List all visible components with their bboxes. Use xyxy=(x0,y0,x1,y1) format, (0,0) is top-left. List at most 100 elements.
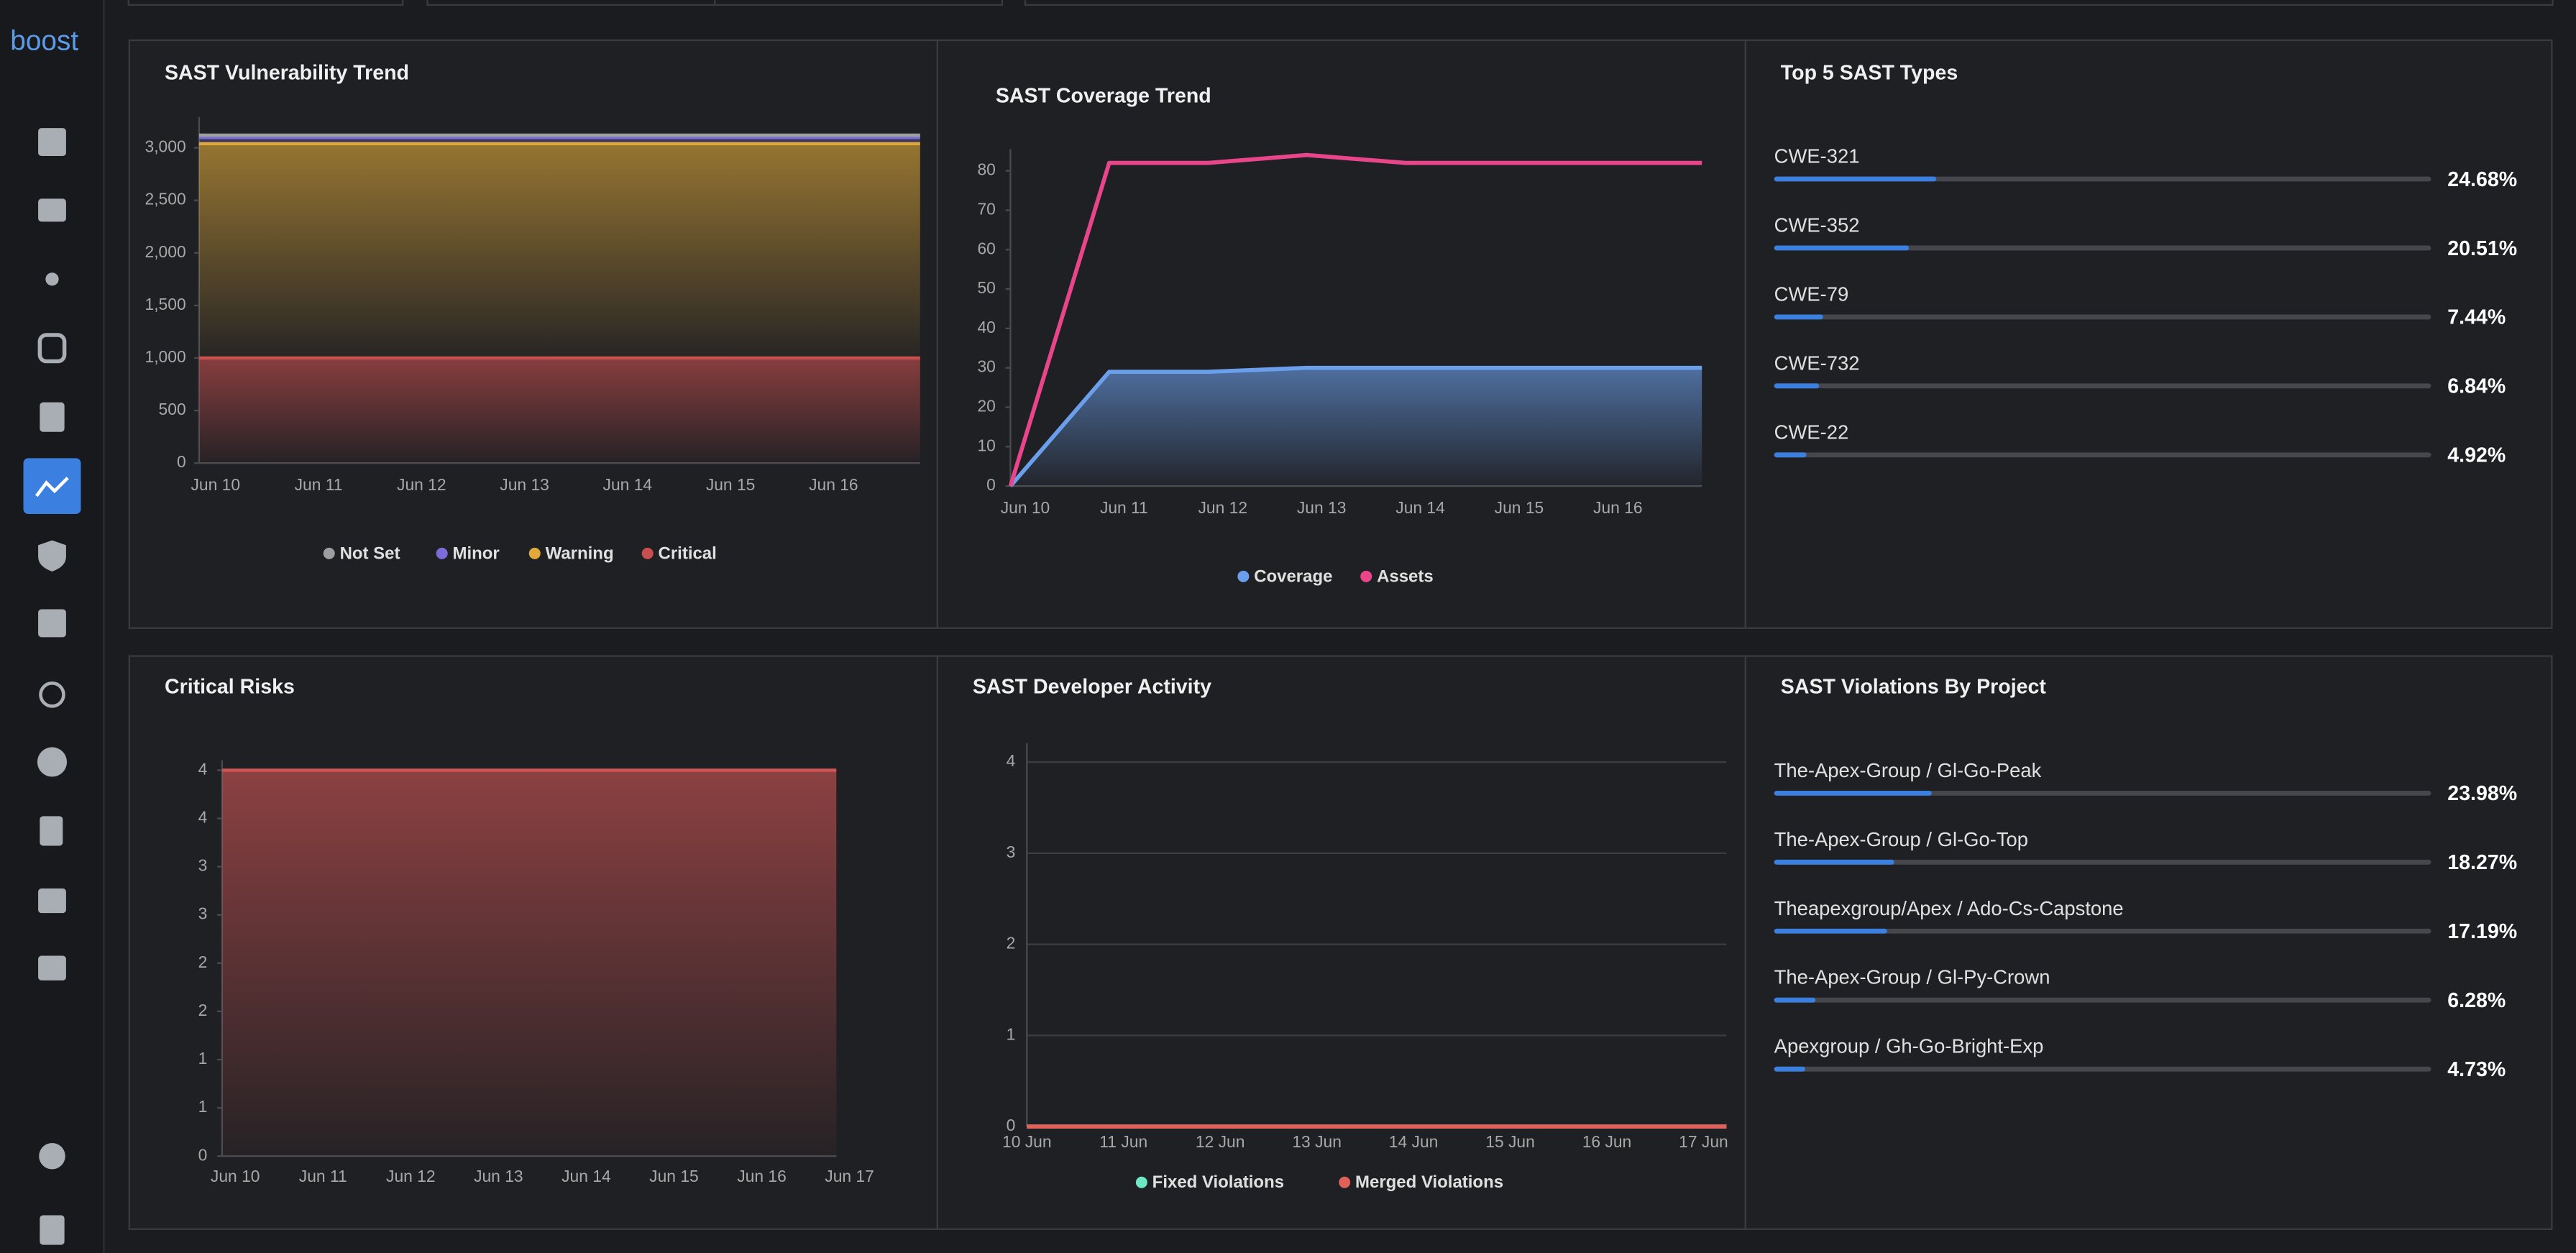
x-tick-label: Jun 14 xyxy=(1395,498,1445,517)
nav-tasks[interactable] xyxy=(40,402,65,432)
item-label: CWE-321 xyxy=(1774,145,1860,167)
item-value: 6.84% xyxy=(2447,375,2506,398)
y-tick-label: 4 xyxy=(198,759,208,778)
nav-icons xyxy=(23,128,81,1245)
x-tick-label: Jun 12 xyxy=(386,1167,436,1185)
y-tick-label: 500 xyxy=(159,400,186,418)
x-tick-label: 11 Jun xyxy=(1099,1132,1147,1151)
nav-settings[interactable] xyxy=(39,1142,65,1170)
item-label: CWE-22 xyxy=(1774,421,1849,443)
y-tick-label: 3,000 xyxy=(145,137,186,156)
chart-title: SAST Coverage Trend xyxy=(996,84,1211,107)
item-label: CWE-352 xyxy=(1774,214,1860,236)
nav-packages[interactable] xyxy=(38,609,66,638)
y-tick-label: 1 xyxy=(198,1049,208,1068)
legend-marker xyxy=(1339,1176,1351,1188)
item-label: CWE-732 xyxy=(1774,352,1860,374)
progress-bar xyxy=(1774,176,1937,182)
x-tick-label: Jun 10 xyxy=(191,475,241,494)
y-tick-label: 0 xyxy=(1007,1116,1016,1134)
y-tick-label: 50 xyxy=(977,278,995,297)
nav-security[interactable] xyxy=(38,540,66,572)
x-tick-label: Jun 11 xyxy=(295,475,343,494)
legend-label: Minor xyxy=(453,543,500,563)
item-value: 23.98% xyxy=(2447,782,2517,805)
item-value: 20.51% xyxy=(2447,237,2517,260)
nav-archive[interactable] xyxy=(38,888,66,914)
chart-title: SAST Developer Activity xyxy=(973,676,1211,699)
x-tick-label: Jun 10 xyxy=(1001,498,1050,517)
nav-dashboard[interactable] xyxy=(38,128,66,157)
progress-bar xyxy=(1774,1066,1805,1072)
progress-bar xyxy=(1774,790,1932,796)
x-tick-label: 10 Jun xyxy=(1002,1132,1052,1151)
y-tick-label: 0 xyxy=(177,452,186,471)
line xyxy=(1009,365,1702,488)
y-tick-label: 3 xyxy=(198,856,208,875)
nav-docs[interactable] xyxy=(38,955,66,981)
x-tick-label: Jun 15 xyxy=(649,1167,699,1185)
legend-marker xyxy=(323,547,335,559)
nav-links[interactable] xyxy=(37,333,67,364)
progress-track xyxy=(1774,314,2431,320)
nav-reports[interactable] xyxy=(40,816,63,846)
progress-track xyxy=(1774,176,2431,182)
item-value: 7.44% xyxy=(2447,306,2506,329)
area xyxy=(198,358,920,464)
y-tick-label: 1 xyxy=(198,1097,208,1116)
x-tick-label: Jun 16 xyxy=(809,475,858,494)
nav-insights-active[interactable] xyxy=(23,458,81,515)
x-tick-label: 13 Jun xyxy=(1292,1132,1342,1151)
top-filters xyxy=(127,0,2554,6)
progress-track xyxy=(1774,790,2431,796)
y-tick-label: 1,500 xyxy=(145,295,186,313)
nav-signals[interactable] xyxy=(45,272,59,286)
progress-track xyxy=(1774,383,2431,389)
progress-track xyxy=(1774,452,2431,458)
item-value: 17.19% xyxy=(2447,920,2517,943)
line xyxy=(1008,152,1702,487)
area xyxy=(1010,367,1702,487)
progress-track xyxy=(1774,928,2431,934)
y-tick-label: 60 xyxy=(977,239,995,257)
legend-label: Merged Violations xyxy=(1355,1172,1503,1192)
legend-label: Assets xyxy=(1377,566,1434,586)
y-tick-label: 10 xyxy=(977,436,995,454)
y-tick-label: 30 xyxy=(977,357,995,376)
x-tick-label: Jun 15 xyxy=(706,475,756,494)
y-tick-label: 70 xyxy=(977,199,995,218)
y-tick-label: 20 xyxy=(977,397,995,416)
x-tick-label: 12 Jun xyxy=(1196,1132,1245,1151)
legend-label: Fixed Violations xyxy=(1152,1172,1284,1192)
brand: boost xyxy=(10,26,78,57)
nav-database[interactable] xyxy=(37,747,68,777)
filter-box[interactable] xyxy=(127,0,404,6)
x-tick-label: 15 Jun xyxy=(1485,1132,1535,1151)
item-label: CWE-79 xyxy=(1774,283,1849,305)
item-label: The-Apex-Group / Gl-Go-Peak xyxy=(1774,759,2042,781)
y-tick-label: 40 xyxy=(977,318,995,336)
progress-track xyxy=(1774,245,2431,251)
y-tick-label: 2,500 xyxy=(145,190,186,208)
nav-cloud[interactable] xyxy=(39,681,65,708)
chart-title: SAST Vulnerability Trend xyxy=(165,61,409,84)
item-value: 18.27% xyxy=(2447,851,2517,874)
item-value: 24.68% xyxy=(2447,168,2517,191)
chart-title: SAST Violations By Project xyxy=(1781,676,2047,699)
y-tick-label: 2 xyxy=(198,953,208,971)
y-tick-label: 2 xyxy=(1007,934,1016,953)
x-tick-label: 14 Jun xyxy=(1389,1132,1439,1151)
x-tick-label: Jun 11 xyxy=(1100,498,1148,517)
filter-box[interactable] xyxy=(1024,0,2554,6)
y-tick-label: 3 xyxy=(1007,843,1016,861)
item-value: 4.73% xyxy=(2447,1058,2506,1081)
nav-insights-icon xyxy=(35,477,69,497)
x-tick-label: Jun 13 xyxy=(1297,498,1347,517)
legend-marker xyxy=(528,547,541,559)
legend-label: Warning xyxy=(546,543,614,563)
item-label: The-Apex-Group / Gl-Py-Crown xyxy=(1774,966,2050,988)
y-tick-label: 0 xyxy=(986,475,996,494)
nav-copy[interactable] xyxy=(40,1215,65,1245)
y-tick-label: 80 xyxy=(977,160,995,179)
nav-projects[interactable] xyxy=(38,198,66,222)
